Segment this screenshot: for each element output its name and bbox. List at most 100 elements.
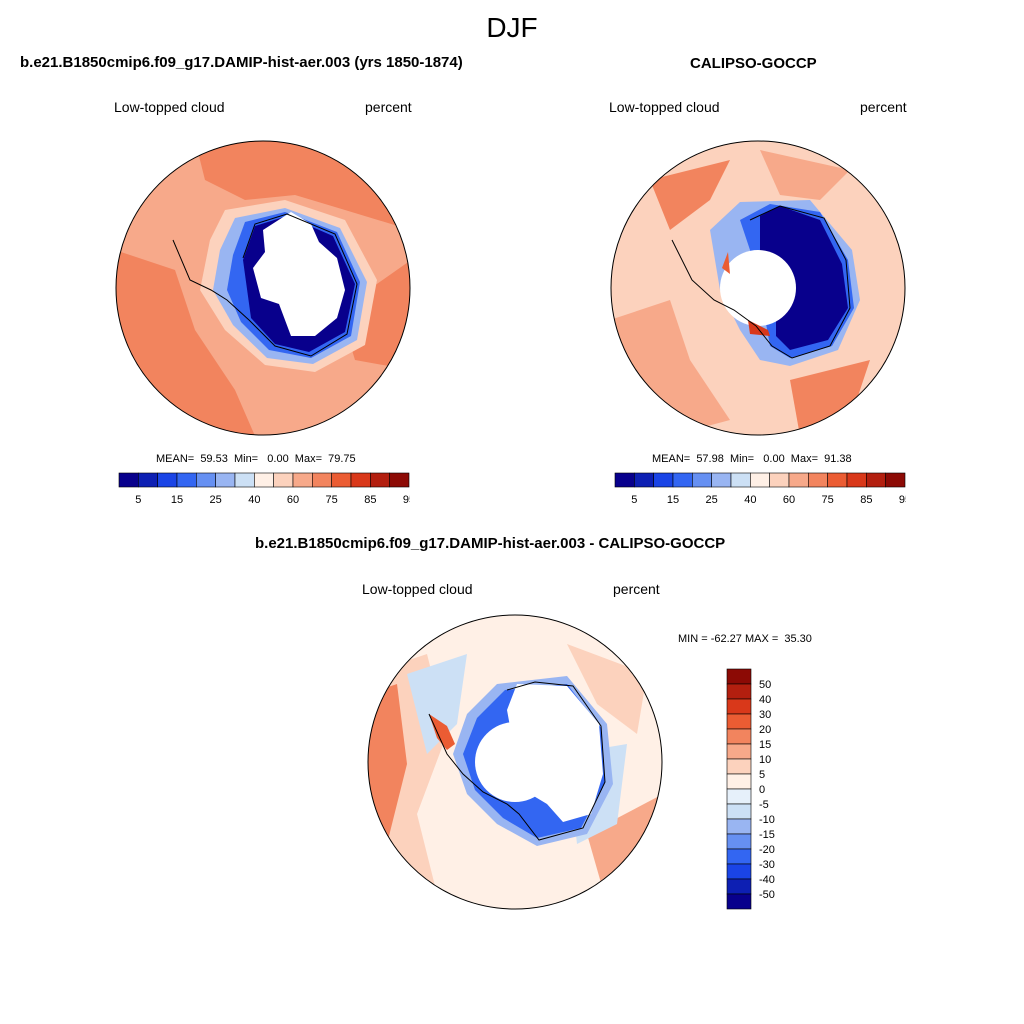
obs-antarctic-coastline <box>671 205 851 359</box>
difference-positive-region-peninsula <box>429 714 455 750</box>
colorbar-tick-label: 60 <box>287 494 299 506</box>
colorbar-swatch <box>254 472 274 488</box>
obs-missing-data-region <box>720 250 796 326</box>
colorbar-swatch <box>726 668 752 685</box>
colorbar-tick-label: 95 <box>403 494 410 506</box>
colorbar-tick-label: 20 <box>759 724 771 736</box>
colorbar-tick-label: 15 <box>171 494 183 506</box>
colorbar-tick-label: 5 <box>631 494 637 506</box>
colorbar-swatch <box>273 472 294 488</box>
colorbar-tick-label: 60 <box>783 494 795 506</box>
colorbar-tick-label: -5 <box>759 799 769 811</box>
colorbar-swatch <box>118 472 139 488</box>
colorbar-tick-label: -30 <box>759 859 775 871</box>
colorbar-swatch <box>634 472 654 488</box>
colorbar-tick-label: 95 <box>899 494 906 506</box>
colorbar-swatch <box>138 472 158 488</box>
colorbar-tick-label: 0 <box>759 784 765 796</box>
season-title: DJF <box>486 12 538 43</box>
model-missing-data-region <box>253 212 345 336</box>
colorbar-swatch <box>726 818 752 835</box>
colorbar-tick-label: 75 <box>326 494 338 506</box>
obs-variable-label: Low-topped cloud <box>609 99 720 115</box>
colorbar-swatch <box>215 472 236 488</box>
colorbar-swatch <box>788 472 809 488</box>
colorbar-tick-label: 75 <box>822 494 834 506</box>
obs-units-label: percent <box>860 99 907 115</box>
colorbar-swatch <box>389 472 410 488</box>
difference-antarctic-coastline <box>428 681 606 841</box>
model-panel-title: b.e21.B1850cmip6.f09_g17.DAMIP-hist-aer.… <box>20 54 463 71</box>
colorbar-swatch <box>846 472 867 488</box>
colorbar-swatch <box>726 683 752 700</box>
model-units-label: percent <box>365 99 412 115</box>
colorbar-tick-label: 40 <box>759 694 771 706</box>
colorbar-swatch <box>176 472 197 488</box>
colorbar-swatch <box>726 758 752 775</box>
colorbar-tick-label: 40 <box>744 494 756 506</box>
difference-units-label: percent <box>613 581 660 597</box>
difference-missing-data-region <box>507 684 603 822</box>
obs-polar-map <box>610 140 906 436</box>
colorbar-swatch <box>750 472 770 488</box>
colorbar-swatch <box>653 472 674 488</box>
colorbar-swatch <box>730 472 751 488</box>
colorbar-swatch <box>292 472 313 488</box>
colorbar-tick-label: 85 <box>860 494 872 506</box>
colorbar-tick-label: -20 <box>759 844 775 856</box>
colorbar-swatch <box>370 472 390 488</box>
colorbar-tick-label: 15 <box>759 739 771 751</box>
colorbar-swatch <box>827 472 848 488</box>
difference-polar-map <box>367 614 663 910</box>
colorbar-swatch <box>726 833 752 850</box>
obs-panel-title: CALIPSO-GOCCP <box>690 55 817 72</box>
obs-stats: MEAN= 57.98 Min= 0.00 Max= 91.38 <box>652 453 852 465</box>
colorbar-swatch <box>808 472 828 488</box>
colorbar-swatch <box>726 863 752 880</box>
colorbar-swatch <box>726 803 752 820</box>
difference-stats: MIN = -62.27 MAX = 35.30 <box>678 633 812 645</box>
colorbar-swatch <box>614 472 635 488</box>
colorbar-swatch <box>726 728 752 745</box>
difference-variable-label: Low-topped cloud <box>362 581 473 597</box>
model-antarctic-coastline <box>172 213 358 357</box>
colorbar-tick-label: 15 <box>667 494 679 506</box>
colorbar-tick-label: 5 <box>759 769 765 781</box>
colorbar-tick-label: 85 <box>364 494 376 506</box>
obs-colorbar: 5 15 25 40 60 75 85 95 <box>614 472 906 506</box>
colorbar-swatch <box>234 472 255 488</box>
colorbar-swatch <box>312 472 332 488</box>
colorbar-swatch <box>769 472 790 488</box>
colorbar-tick-label: 25 <box>210 494 222 506</box>
colorbar-tick-label: 10 <box>759 754 771 766</box>
colorbar-tick-label: 25 <box>706 494 718 506</box>
colorbar-tick-label: -50 <box>759 889 775 901</box>
colorbar-swatch <box>692 472 712 488</box>
obs-high-cloud-region-north <box>650 160 730 230</box>
colorbar-tick-label: -40 <box>759 874 775 886</box>
colorbar-tick-label: 30 <box>759 709 771 721</box>
colorbar-swatch <box>726 893 752 910</box>
model-stats: MEAN= 59.53 Min= 0.00 Max= 79.75 <box>156 453 356 465</box>
colorbar-swatch <box>726 698 752 715</box>
colorbar-swatch <box>885 472 906 488</box>
colorbar-swatch <box>711 472 732 488</box>
colorbar-tick-label: 5 <box>135 494 141 506</box>
colorbar-swatch <box>350 472 371 488</box>
colorbar-swatch <box>726 713 752 730</box>
colorbar-swatch <box>726 788 752 805</box>
difference-panel-title: b.e21.B1850cmip6.f09_g17.DAMIP-hist-aer.… <box>255 535 726 552</box>
colorbar-swatch <box>726 848 752 865</box>
colorbar-swatch <box>196 472 216 488</box>
colorbar-swatch <box>866 472 886 488</box>
model-colorbar: 5 15 25 40 60 75 85 95 <box>118 472 410 506</box>
colorbar-tick-label: -15 <box>759 829 775 841</box>
colorbar-tick-label: -10 <box>759 814 775 826</box>
colorbar-tick-label: 50 <box>759 679 771 691</box>
colorbar-swatch <box>726 743 752 760</box>
colorbar-swatch <box>726 878 752 895</box>
model-variable-label: Low-topped cloud <box>114 99 225 115</box>
colorbar-swatch <box>157 472 178 488</box>
colorbar-swatch <box>331 472 352 488</box>
